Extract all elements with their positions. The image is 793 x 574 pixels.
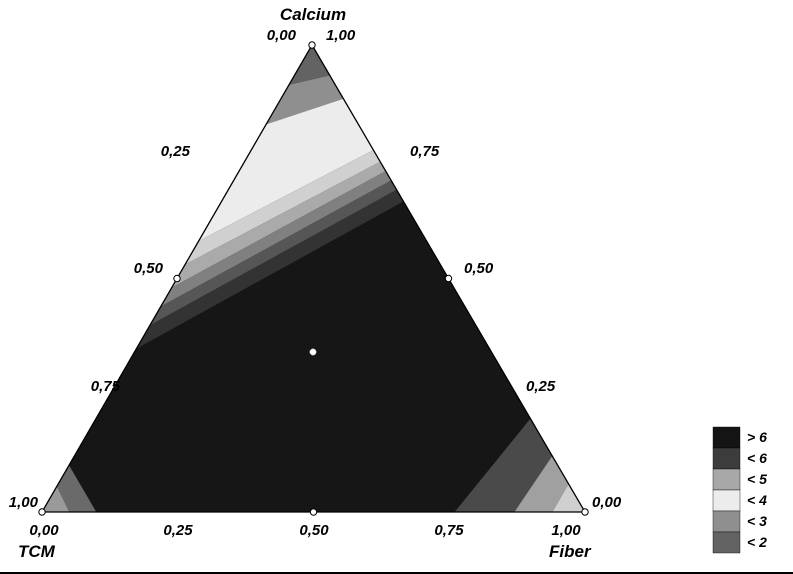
legend-label: < 3 <box>747 513 767 529</box>
tick-label: 0,50 <box>464 260 494 277</box>
contour-band-corner-left-lt5 <box>42 486 70 512</box>
tick-label: 0,75 <box>434 522 464 539</box>
legend-label: < 4 <box>747 492 767 508</box>
design-point-marker <box>581 508 589 516</box>
contour-band-lt6-grad <box>136 189 404 349</box>
contour-band-gt6-base <box>42 45 585 512</box>
contour-band-lt4-light-band <box>198 98 374 242</box>
legend-swatch <box>712 468 741 491</box>
contour-band-corner-right-lt5 <box>514 456 569 512</box>
axis-title-fiber: Fiber <box>549 542 592 561</box>
axis-title-calcium: Calcium <box>280 5 346 24</box>
tick-label: 0,00 <box>592 494 622 511</box>
tick-label: 1,00 <box>9 494 39 511</box>
legend-label: < 6 <box>747 450 767 466</box>
legend-swatch <box>712 489 741 512</box>
legend-label: > 6 <box>747 429 767 445</box>
tick-label: 0,00 <box>267 27 297 44</box>
tick-label: 1,00 <box>326 27 356 44</box>
tick-label: 0,50 <box>299 522 329 539</box>
design-point-marker <box>444 274 453 283</box>
tick-label: 0,75 <box>410 143 440 160</box>
design-point-marker <box>38 508 46 516</box>
legend-swatch <box>712 447 741 470</box>
tick-label: 0,25 <box>526 378 556 395</box>
design-point-marker <box>173 274 181 283</box>
legend-swatch <box>712 531 741 554</box>
tick-label: 0,75 <box>91 378 121 395</box>
contour-band-corner-left-lt6 <box>56 465 97 512</box>
tick-label: 0,25 <box>161 143 191 160</box>
contour-band-corner-right-lt4 <box>552 484 585 512</box>
contour-band-corner-right-lt6 <box>454 418 553 512</box>
tick-label: 1,00 <box>551 522 581 539</box>
legend-swatch <box>712 426 741 449</box>
tick-label: 0,50 <box>134 260 164 277</box>
design-point-marker <box>309 508 318 516</box>
contour-band-lt5-grad <box>160 171 392 307</box>
tick-label: 0,25 <box>163 522 193 539</box>
contour-band-lt3-apex-band <box>266 75 344 125</box>
contour-band-lt4-grad <box>185 150 381 265</box>
legend-label: < 5 <box>747 471 767 487</box>
contour-band-lt2-apex-tip <box>289 45 330 85</box>
design-point-marker <box>308 41 316 49</box>
legend-label: < 2 <box>747 534 767 550</box>
tick-label: 0,00 <box>29 522 59 539</box>
contour-band-lt5-band <box>171 161 386 288</box>
contour-band-lt6-band <box>150 180 397 326</box>
axis-title-tcm: TCM <box>18 542 56 561</box>
centroid-marker <box>309 348 317 356</box>
legend-swatch <box>712 510 741 533</box>
